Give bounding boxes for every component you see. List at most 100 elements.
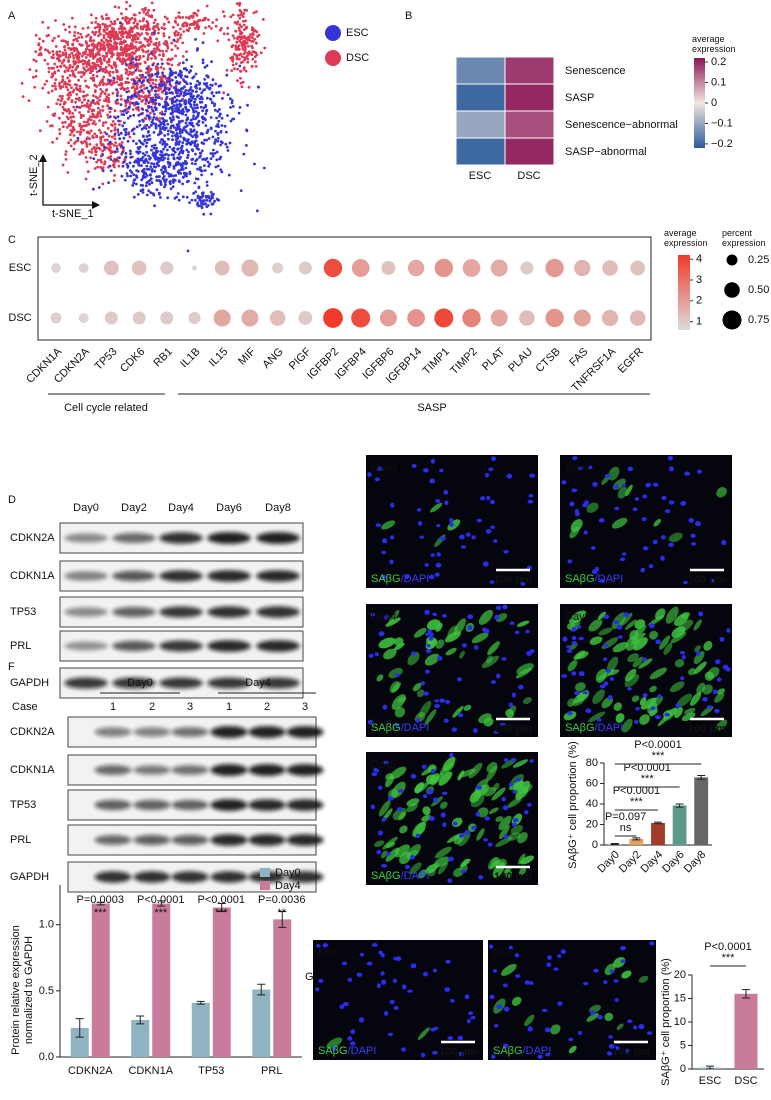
cell-point — [129, 174, 133, 178]
cell-point — [168, 87, 171, 91]
cell-point — [101, 90, 104, 94]
nucleus — [571, 635, 577, 641]
cell-point — [205, 198, 209, 202]
sabg-stain — [445, 647, 457, 656]
sabg-stain — [391, 682, 401, 693]
cell-point — [151, 82, 155, 85]
cell-point — [109, 32, 112, 36]
blot-row-label: CDKN2A — [10, 532, 55, 544]
cell-point — [145, 28, 148, 32]
cell-point — [63, 100, 66, 104]
cell-point — [98, 23, 102, 27]
sabg-stain — [458, 768, 477, 778]
cell-point — [64, 40, 68, 44]
cell-point — [45, 120, 49, 123]
cell-point — [139, 183, 143, 187]
cell-point — [146, 161, 150, 165]
nucleus — [640, 567, 645, 572]
sabg-stain — [524, 1014, 535, 1027]
cell-point — [136, 159, 140, 163]
cell-point — [113, 132, 117, 136]
cell-point — [199, 169, 203, 173]
cell-point — [101, 182, 105, 186]
cell-point — [177, 171, 181, 175]
cell-point — [64, 55, 68, 59]
error-bar — [632, 837, 641, 841]
nucleus — [434, 703, 440, 709]
dot — [214, 260, 230, 276]
cell-point — [175, 128, 178, 132]
cell-point — [209, 190, 213, 194]
nucleus — [465, 532, 471, 537]
sabg-stain — [684, 707, 696, 715]
cell-point — [157, 28, 161, 31]
cell-point — [168, 67, 172, 71]
cell-point — [39, 46, 43, 49]
nucleus — [582, 503, 588, 508]
cell-point — [173, 33, 177, 37]
stain-counter: /DAPI — [595, 573, 624, 585]
nucleus — [487, 842, 493, 847]
cell-point — [68, 30, 72, 34]
sabg-stain — [567, 660, 578, 672]
dot — [272, 262, 284, 274]
cell-point — [106, 138, 109, 142]
sabg-stain — [452, 705, 464, 718]
cell-point — [196, 201, 200, 205]
sabg-stain — [389, 766, 407, 780]
sabg-stain — [391, 694, 406, 710]
row-label: Senescence−abnormal — [565, 119, 678, 131]
nucleus — [695, 521, 701, 527]
cell-point — [107, 181, 110, 185]
cell-point — [192, 128, 196, 132]
cell-point — [215, 124, 218, 128]
cell-point — [63, 108, 67, 111]
cell-point — [96, 96, 99, 100]
axis-arrow — [39, 154, 100, 209]
gene-label: TP53 — [92, 346, 119, 373]
cell-point — [156, 62, 160, 66]
cell-point — [152, 112, 156, 116]
cell-point — [148, 157, 152, 161]
nucleus — [583, 530, 588, 535]
cell-point — [196, 79, 199, 83]
cell-point — [166, 160, 170, 164]
cell-point — [56, 53, 59, 57]
cell-point — [96, 158, 100, 162]
cell-point — [69, 47, 73, 51]
scale-bar-label: 100 μm — [494, 723, 532, 735]
cell-point — [61, 85, 65, 88]
cell-point — [103, 92, 107, 96]
cell-point — [141, 108, 145, 111]
blot-band — [94, 871, 132, 883]
cell-point — [60, 80, 64, 84]
cell-point — [162, 140, 165, 143]
cell-point — [225, 73, 229, 77]
cell-point — [38, 48, 42, 51]
cell-point — [154, 67, 158, 71]
cell-point — [164, 92, 168, 96]
cell-point — [100, 15, 104, 18]
cell-point — [132, 71, 136, 74]
cell-point — [111, 120, 115, 123]
cell-point — [132, 26, 135, 30]
cell-point — [216, 39, 220, 43]
stain-label: SAβG/DAPI — [371, 870, 429, 882]
nucleus — [614, 506, 620, 511]
cell-point — [196, 112, 200, 116]
sabg-stain — [516, 663, 534, 675]
significance: *** — [652, 750, 666, 762]
cell-point — [126, 58, 129, 61]
cell-point — [64, 158, 68, 161]
cell-point — [50, 67, 53, 70]
nucleus — [425, 649, 432, 654]
cell-point — [84, 61, 87, 65]
cell-point — [219, 28, 222, 32]
nucleus — [614, 484, 619, 490]
cell-point — [236, 67, 240, 71]
cell-point — [255, 209, 259, 213]
nucleus — [384, 614, 389, 620]
cell-point — [190, 65, 194, 68]
cell-point — [236, 79, 239, 83]
lane-label: Day2 — [121, 502, 147, 514]
